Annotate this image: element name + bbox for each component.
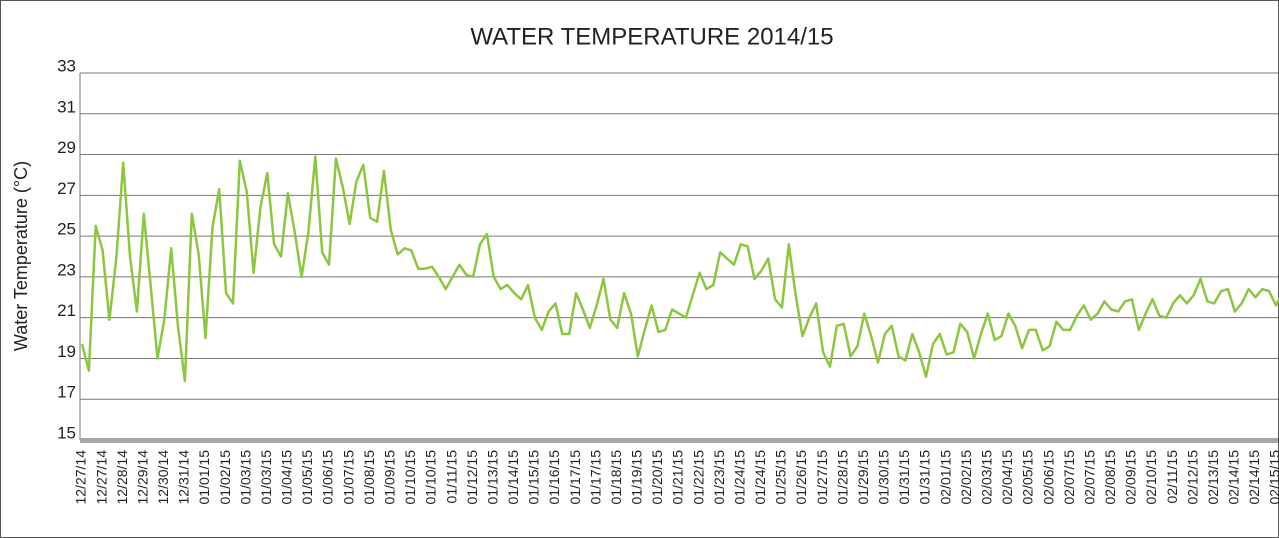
x-tick-label: 02/10/15: [1143, 450, 1159, 505]
x-tick-label: 01/13/15: [484, 450, 500, 505]
x-tick-label: 01/06/15: [320, 450, 336, 505]
x-tick-label: 01/23/15: [711, 450, 727, 505]
x-tick-label: 12/28/14: [114, 450, 130, 505]
x-axis: [80, 438, 1278, 443]
x-tick-label: 01/10/15: [402, 450, 418, 505]
x-tick-label: 01/25/15: [773, 450, 789, 505]
chart-title: WATER TEMPERATURE 2014/15: [470, 23, 833, 50]
x-tick-label: 01/11/15: [443, 450, 459, 504]
x-tick-label: 01/17/15: [587, 450, 603, 505]
x-tick-label: 12/31/14: [176, 450, 192, 505]
x-tick-label: 02/05/15: [1020, 450, 1036, 505]
x-tick-label: 01/24/15: [752, 450, 768, 505]
x-tick-label: 02/11/15: [1164, 450, 1180, 504]
x-tick-label: 02/03/15: [978, 450, 994, 505]
x-tick-label: 02/07/15: [1061, 450, 1077, 505]
x-tick-label: 01/07/15: [340, 450, 356, 505]
x-tick-label: 01/09/15: [381, 450, 397, 505]
y-tick-label: 31: [57, 97, 76, 116]
x-tick-label: 01/02/15: [217, 450, 233, 505]
x-tick-label: 02/02/15: [958, 450, 974, 505]
y-tick-label: 15: [57, 423, 76, 442]
y-tick-label: 29: [57, 138, 76, 157]
y-tick-label: 33: [57, 56, 76, 75]
y-tick-label: 19: [57, 342, 76, 361]
y-tick-label: 21: [57, 301, 76, 320]
x-tick-label: 01/05/15: [299, 450, 315, 505]
x-tick-label: 02/13/15: [1205, 450, 1221, 505]
x-tick-label: 01/14/15: [505, 450, 521, 505]
x-tick-label: 01/24/15: [731, 450, 747, 505]
x-tick-label: 02/09/15: [1123, 450, 1139, 505]
x-tick-label: 02/08/15: [1102, 450, 1118, 505]
x-tick-label: 12/27/14: [73, 450, 89, 505]
x-tick-label: 01/22/15: [690, 450, 706, 505]
x-tick-label: 01/15/15: [526, 450, 542, 505]
x-tick-label: 02/04/15: [999, 450, 1015, 505]
x-tick-label: 01/27/15: [814, 450, 830, 505]
x-tick-label: 01/31/15: [896, 450, 912, 505]
y-tick-label: 17: [57, 383, 76, 402]
x-tick-label: 01/08/15: [361, 450, 377, 505]
y-tick-label: 25: [57, 220, 76, 239]
x-tick-label: 01/01/15: [196, 450, 212, 505]
x-tick-label: 01/16/15: [546, 450, 562, 505]
x-tick-label: 01/17/15: [567, 450, 583, 505]
x-tick-label: 01/19/15: [629, 450, 645, 505]
x-tick-label: 01/29/15: [855, 450, 871, 505]
x-tick-label: 02/06/15: [1040, 450, 1056, 505]
x-tick-label: 02/14/15: [1246, 450, 1262, 505]
x-tick-label: 02/14/15: [1226, 450, 1242, 505]
x-tick-label: 01/10/15: [423, 450, 439, 505]
x-tick-label: 12/27/14: [93, 450, 109, 505]
x-tick-label: 01/31/15: [917, 450, 933, 505]
x-tick-label: 01/30/15: [876, 450, 892, 505]
x-tick-label: 01/18/15: [608, 450, 624, 505]
x-tick-label: 01/28/15: [834, 450, 850, 505]
x-tick-label: 02/01/15: [937, 450, 953, 505]
x-tick-label: 01/04/15: [279, 450, 295, 505]
data-line: [80, 155, 1279, 383]
x-tick-label: 01/12/15: [464, 450, 480, 505]
x-tick-label: 02/15/15: [1267, 450, 1279, 505]
x-tick-label: 01/03/15: [237, 450, 253, 505]
x-tick-label: 01/26/15: [793, 450, 809, 505]
x-tick-label: 12/30/14: [155, 450, 171, 505]
x-tick-label: 02/12/15: [1184, 450, 1200, 505]
x-tick-label: 01/03/15: [258, 450, 274, 505]
x-tick-label: 01/21/15: [670, 450, 686, 505]
y-axis-label: Water Temperature (°C): [11, 161, 31, 351]
y-tick-label: 23: [57, 260, 76, 279]
x-tick-label: 02/07/15: [1081, 450, 1097, 505]
x-tick-label: 01/20/15: [649, 450, 665, 505]
x-tick-label: 12/29/14: [134, 450, 150, 505]
y-tick-label: 27: [57, 179, 76, 198]
